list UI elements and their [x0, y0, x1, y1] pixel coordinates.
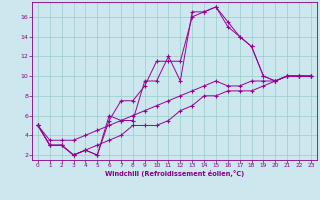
X-axis label: Windchill (Refroidissement éolien,°C): Windchill (Refroidissement éolien,°C)	[105, 170, 244, 177]
